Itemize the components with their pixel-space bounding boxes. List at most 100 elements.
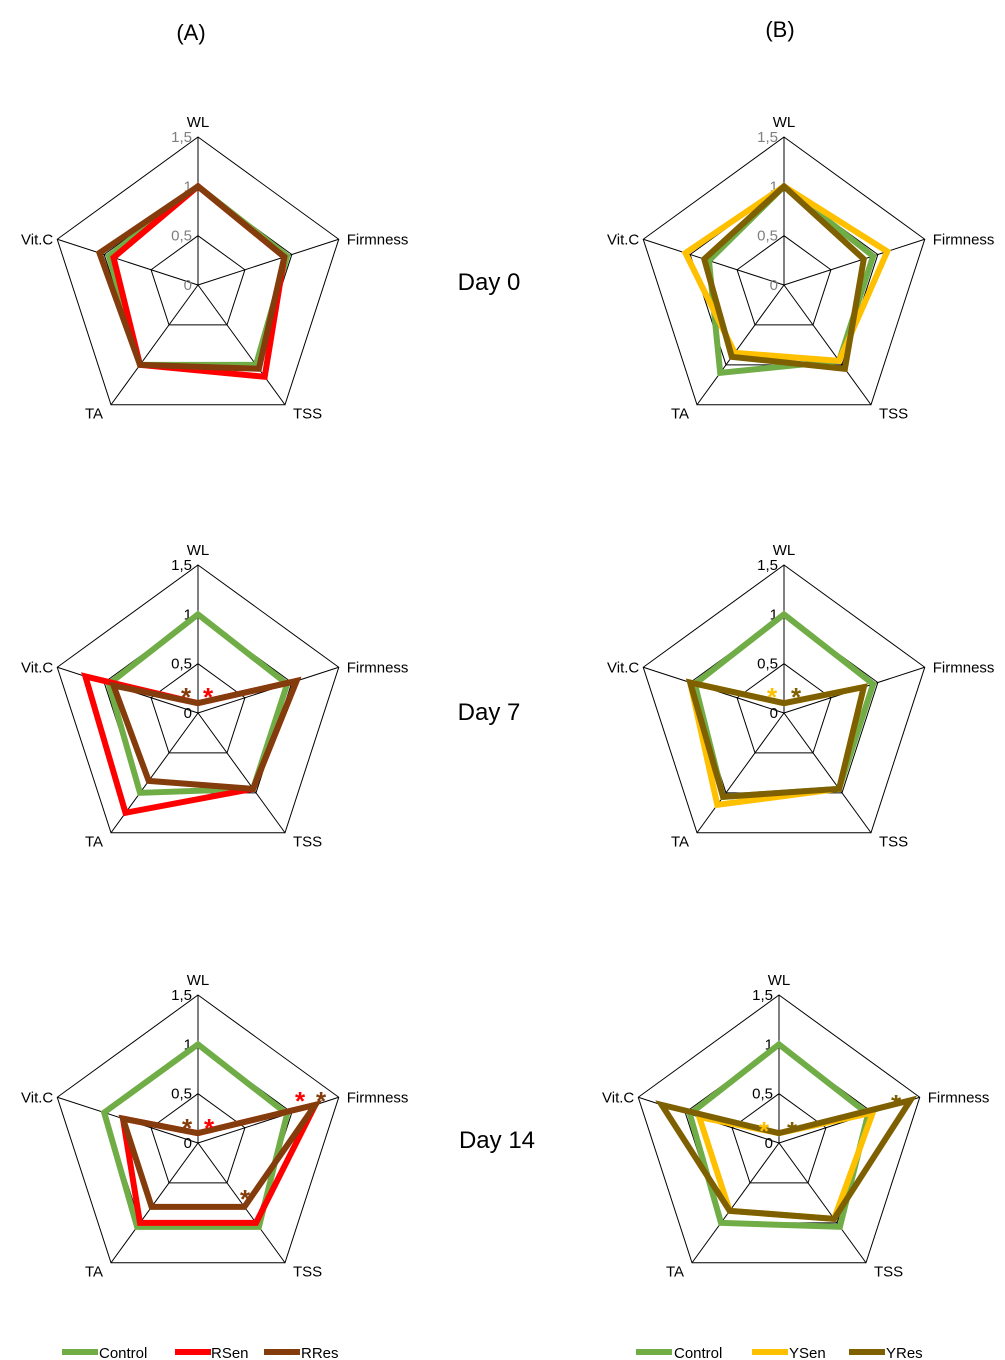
axis-label-firmness: Firmness [933,659,995,676]
grid-ring-3 [56,564,340,834]
axis-label-vit-c: Vit.C [607,659,639,676]
tick-label: 0,5 [757,228,778,245]
significance-star: * [204,1113,215,1143]
series-yres-line [685,678,868,800]
radar-chart-3: 0 0,5 1 1,5WL Firmness TSS TA Vit.C * * [21,542,408,851]
tick-label: 1 [765,1036,773,1053]
significance-star: * [181,682,192,712]
tick-label: 1,5 [757,557,778,574]
axis-label-firmness: Firmness [347,231,409,248]
tick-label: 0,5 [752,1086,773,1103]
grid-ring-3 [637,994,921,1264]
tick-label: 0,5 [171,1086,192,1103]
spoke-tss [778,1142,867,1264]
axis-label-wl: WL [187,542,210,559]
significance-star: * [316,1086,327,1116]
tick-label: 0 [770,705,778,722]
tick-label: 1 [184,1036,192,1053]
axis-label-tss: TSS [879,406,908,423]
spoke-tss [197,284,286,406]
series-rres-line [118,1100,323,1210]
spoke-ta [696,712,785,834]
series-control-line [686,1040,872,1230]
tick-label: 0,5 [171,656,192,673]
grid-ring-3 [56,136,340,406]
legend-label-rres: RRes [301,1345,339,1360]
significance-star: * [295,1086,306,1116]
axis-label-ta: TA [85,1264,103,1281]
spoke-tss [783,712,872,834]
grid-ring-1 [150,235,246,326]
spoke-ta [691,1142,780,1264]
axis-label-vit-c: Vit.C [602,1089,634,1106]
radar-chart-4: 0 0,5 1 1,5WL Firmness TSS TA Vit.C * * [607,542,994,851]
axis-label-firmness: Firmness [347,1089,409,1106]
significance-star: * [182,1113,193,1143]
legend-a: Control RSen RRes [62,1345,339,1360]
legend-label-ysen: YSen [789,1345,826,1360]
axis-label-vit-c: Vit.C [21,659,53,676]
grid-ring-3 [642,136,926,406]
radar-chart-2: 0 0,5 1 1,5WL Firmness TSS TA Vit.C [607,114,994,423]
axis-label-wl: WL [773,114,796,131]
series-control-line [100,1040,291,1230]
tick-label: 1,5 [752,987,773,1004]
legend-label-yres: YRes [886,1345,923,1360]
significance-star: * [203,682,214,712]
spoke-tss [197,712,286,834]
axis-label-firmness: Firmness [347,659,409,676]
tick-label: 0 [184,705,192,722]
axis-label-ta: TA [671,406,689,423]
grid-ring-3 [642,564,926,834]
legend-label-rsen: RSen [211,1345,249,1360]
significance-star: * [240,1184,251,1214]
series-rres-line [95,182,288,372]
tick-label: 0,5 [757,656,778,673]
day-label-0: Day 0 [458,269,521,296]
spoke-vit-c [57,238,199,286]
spoke-vit-c [643,238,785,286]
significance-star: * [891,1089,902,1119]
series-ysen-line [681,182,892,364]
tick-label: 1,5 [171,557,192,574]
spoke-tss [197,1142,286,1264]
tick-label: 1 [770,178,778,195]
axis-label-ta: TA [85,406,103,423]
legend-b: Control YSen YRes [636,1345,923,1360]
spoke-firmness [197,238,339,286]
panel-label-a: (A) [176,20,205,45]
axis-label-firmness: Firmness [928,1089,990,1106]
spoke-ta [696,284,785,406]
spoke-ta [110,284,199,406]
series-yres-line [655,1095,917,1222]
radar-chart-5: 0 0,5 1 1,5WL Firmness TSS TA Vit.C * * * * * [21,972,408,1281]
axis-label-tss: TSS [874,1264,903,1281]
legend-label-control-b: Control [674,1345,722,1360]
panel-label-b: (B) [765,17,794,42]
series-control-line [705,182,877,377]
grid-ring-3 [56,994,340,1264]
axis-label-wl: WL [187,114,210,131]
axis-label-tss: TSS [879,834,908,851]
significance-star: * [791,682,802,712]
day-label-7: Day 7 [458,699,521,726]
axis-label-tss: TSS [293,406,322,423]
axis-label-wl: WL [187,972,210,989]
spoke-ta [110,1142,199,1264]
axis-label-ta: TA [666,1264,684,1281]
axis-label-vit-c: Vit.C [607,231,639,248]
axis-label-ta: TA [671,834,689,851]
axis-label-vit-c: Vit.C [21,231,53,248]
tick-label: 1 [770,606,778,623]
tick-label: 0 [184,277,192,294]
axis-label-vit-c: Vit.C [21,1089,53,1106]
radar-chart-6: 0 0,5 1 1,5WL Firmness TSS TA Vit.C * * * [602,972,989,1281]
radar-chart-1: 0 0,5 1 1,5WL Firmness TSS TA Vit.C [21,114,408,423]
axis-label-tss: TSS [293,834,322,851]
axis-label-wl: WL [773,542,796,559]
series-control-line [105,610,291,796]
tick-label: 0 [184,1135,192,1152]
tick-label: 1 [184,178,192,195]
legend-label-control-a: Control [99,1345,147,1360]
significance-star: * [759,1116,770,1146]
